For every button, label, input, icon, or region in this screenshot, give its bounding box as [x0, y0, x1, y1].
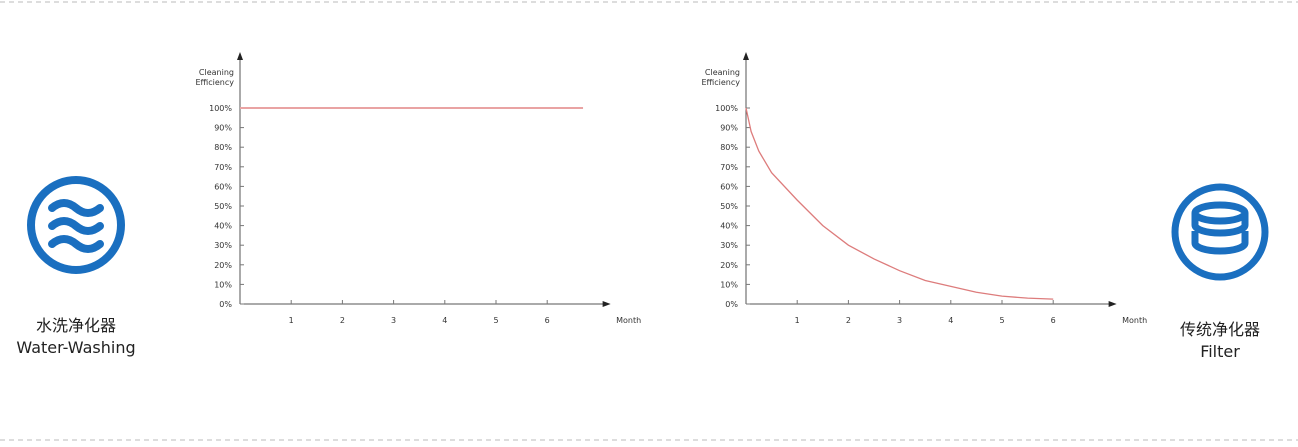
- product-name-en: Filter: [1200, 342, 1240, 361]
- y-arrow: [237, 52, 243, 60]
- y-tick-label: 40%: [720, 222, 738, 231]
- x-tick-label: 6: [545, 316, 550, 325]
- y-tick-label: 10%: [214, 280, 232, 289]
- filter-icon: [1171, 183, 1269, 281]
- y-tick-label: 30%: [720, 241, 738, 250]
- y-tick-label: 0%: [219, 300, 232, 309]
- y-tick-label: 60%: [720, 182, 738, 191]
- x-tick-label: 5: [999, 316, 1004, 325]
- y-tick-label: 10%: [720, 280, 738, 289]
- y-tick-label: 70%: [214, 163, 232, 172]
- x-tick-label: 3: [897, 316, 902, 325]
- y-tick-label: 100%: [715, 104, 738, 113]
- x-arrow: [602, 301, 611, 307]
- y-tick-label: 30%: [214, 241, 232, 250]
- y-tick-label: 90%: [720, 124, 738, 133]
- x-tick-label: 5: [493, 316, 498, 325]
- x-arrow: [1108, 301, 1117, 307]
- x-tick-label: 4: [948, 316, 953, 325]
- x-tick-label: 1: [289, 316, 294, 325]
- y-tick-label: 80%: [720, 143, 738, 152]
- line: [745, 107, 1054, 300]
- product-name-en: Water-Washing: [16, 338, 135, 357]
- x-axis-label: Month: [1122, 316, 1147, 325]
- y-tick-label: 20%: [214, 261, 232, 270]
- x-tick-label: 6: [1051, 316, 1056, 325]
- y-tick-label: 90%: [214, 124, 232, 133]
- y-tick-label: 50%: [214, 202, 232, 211]
- y-axis-label: Efficiency: [701, 78, 740, 87]
- x-tick-label: 2: [340, 316, 345, 325]
- y-tick-label: 50%: [720, 202, 738, 211]
- y-axis-label: Cleaning: [199, 68, 234, 77]
- y-tick-label: 0%: [725, 300, 738, 309]
- x-tick-label: 2: [846, 316, 851, 325]
- product-name-zh: 水洗净化器: [36, 316, 116, 335]
- y-tick-label: 20%: [720, 261, 738, 270]
- y-axis-label: Efficiency: [195, 78, 234, 87]
- product-name-zh: 传统净化器: [1180, 320, 1260, 339]
- y-tick-label: 60%: [214, 182, 232, 191]
- x-tick-label: 4: [442, 316, 447, 325]
- y-tick-label: 80%: [214, 143, 232, 152]
- y-axis-label: Cleaning: [705, 68, 740, 77]
- y-tick-label: 40%: [214, 222, 232, 231]
- x-axis-label: Month: [616, 316, 641, 325]
- y-arrow: [743, 52, 749, 60]
- y-tick-label: 100%: [209, 104, 232, 113]
- y-tick-label: 70%: [720, 163, 738, 172]
- x-tick-label: 3: [391, 316, 396, 325]
- x-tick-label: 1: [795, 316, 800, 325]
- water-icon: [27, 176, 125, 274]
